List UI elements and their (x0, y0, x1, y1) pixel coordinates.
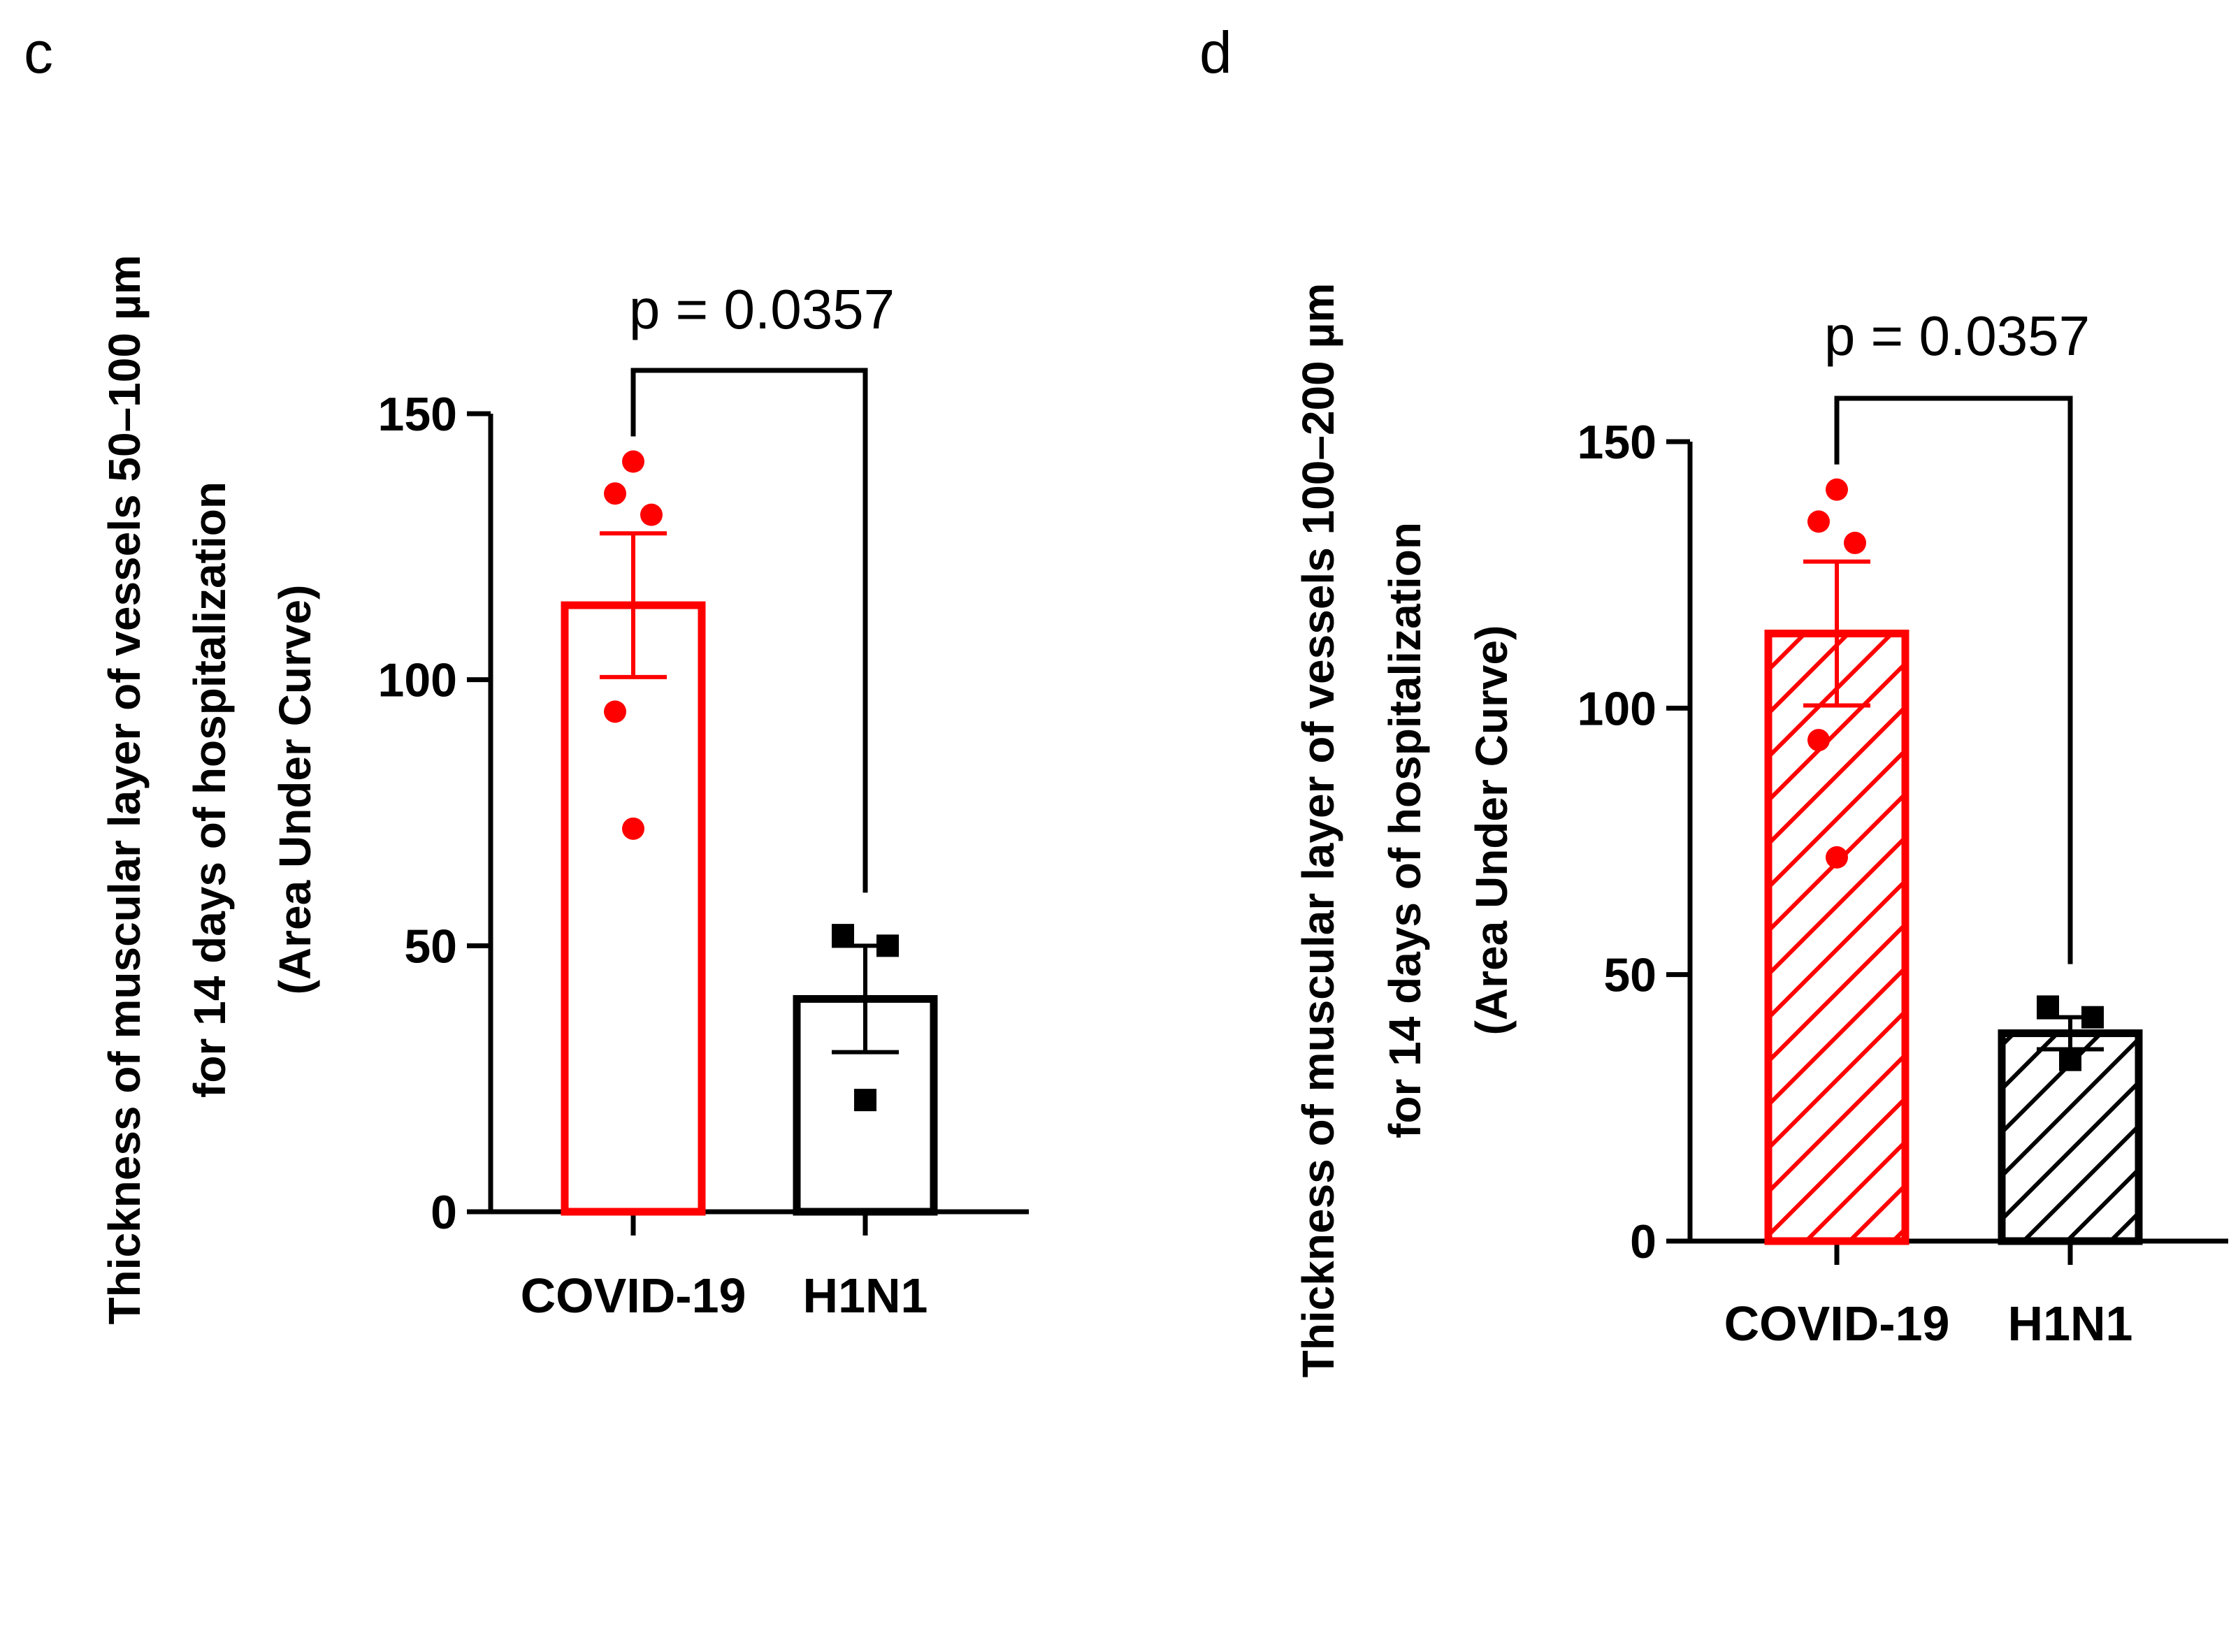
panel-d-error-bar-covid-19 (1803, 559, 1870, 708)
panel-c-point-h1n1-2 (876, 934, 899, 957)
panel-c-point-h1n1-3 (854, 1089, 876, 1112)
panel-d-ylabel-line-3: (Area Under Curve) (1466, 625, 1517, 1036)
panel-c-ytick-label-50: 50 (404, 920, 457, 973)
panel-d-category-label-h1n1: H1N1 (2008, 1296, 2133, 1351)
panel-c-point-h1n1-1 (832, 924, 854, 947)
panel-c-p-value: p = 0.0357 (629, 278, 895, 340)
panel-c-y-axis-title: Thickness of muscular layer of vessels 5… (99, 254, 320, 1324)
panel-d-point-covid-19-4 (1807, 729, 1830, 752)
panel-c: c Thickness of muscular layer of vessels… (24, 20, 1029, 1325)
panel-d-point-covid-19-5 (1826, 846, 1848, 869)
panel-c-ytick-label-0: 0 (431, 1186, 457, 1239)
panel-d-letter: d (1199, 20, 1232, 85)
panel-d: d Thickness of muscular layer of vessels… (1199, 20, 2228, 1377)
panel-d-point-covid-19-3 (1844, 531, 1866, 554)
panel-c-ytick-label-100: 100 (378, 654, 457, 707)
panel-c-ytick-label-150: 150 (378, 388, 457, 441)
panel-d-ylabel-line-2: for 14 days of hospitalization (1380, 522, 1430, 1138)
panel-d-ytick-label-50: 50 (1603, 949, 1656, 1002)
panel-d-point-covid-19-2 (1807, 510, 1830, 533)
panel-c-letter: c (24, 20, 53, 85)
panel-c-point-covid-19-2 (604, 482, 626, 505)
panel-c-point-covid-19-5 (622, 817, 644, 840)
panel-c-ylabel-line-2: for 14 days of hospitalization (185, 481, 235, 1098)
panel-d-plot: 0 50 100 150 COVID-19 H1N1 (1578, 396, 2143, 1351)
panel-d-significance-bracket (1834, 396, 2073, 964)
panel-d-ytick-label-0: 0 (1630, 1215, 1656, 1268)
panel-d-ylabel-line-1: Thickness of muscular layer of vessels 1… (1293, 283, 1343, 1378)
panel-c-category-label-h1n1: H1N1 (803, 1268, 928, 1323)
panel-c-error-bar-covid-19 (600, 531, 667, 679)
panel-d-category-label-covid-19: COVID-19 (1724, 1296, 1950, 1351)
panel-d-ytick-label-150: 150 (1578, 416, 1656, 469)
panel-c-point-covid-19-3 (640, 503, 663, 526)
panel-c-plot: 0 50 100 150 COVID-19 H1N1 (378, 368, 938, 1323)
panel-d-y-axis-title: Thickness of muscular layer of vessels 1… (1293, 283, 1517, 1378)
panel-c-category-label-covid-19: COVID-19 (521, 1268, 746, 1323)
panel-d-p-value: p = 0.0357 (1824, 305, 2090, 367)
panel-c-point-covid-19-1 (622, 450, 644, 473)
panel-c-ylabel-line-3: (Area Under Curve) (270, 585, 320, 995)
panel-c-point-covid-19-4 (604, 700, 626, 723)
panel-d-point-h1n1-1 (2037, 995, 2059, 1018)
panel-d-point-covid-19-1 (1826, 478, 1848, 501)
panel-d-bar-covid-19 (1764, 630, 1909, 1245)
panel-c-bar-covid-19 (561, 601, 706, 1216)
panel-d-ytick-label-100: 100 (1578, 682, 1656, 735)
panel-c-significance-bracket (630, 368, 868, 893)
panel-d-point-h1n1-3 (2059, 1048, 2081, 1071)
panel-c-ylabel-line-1: Thickness of muscular layer of vessels 5… (99, 254, 150, 1324)
panel-d-point-h1n1-2 (2081, 1006, 2104, 1029)
